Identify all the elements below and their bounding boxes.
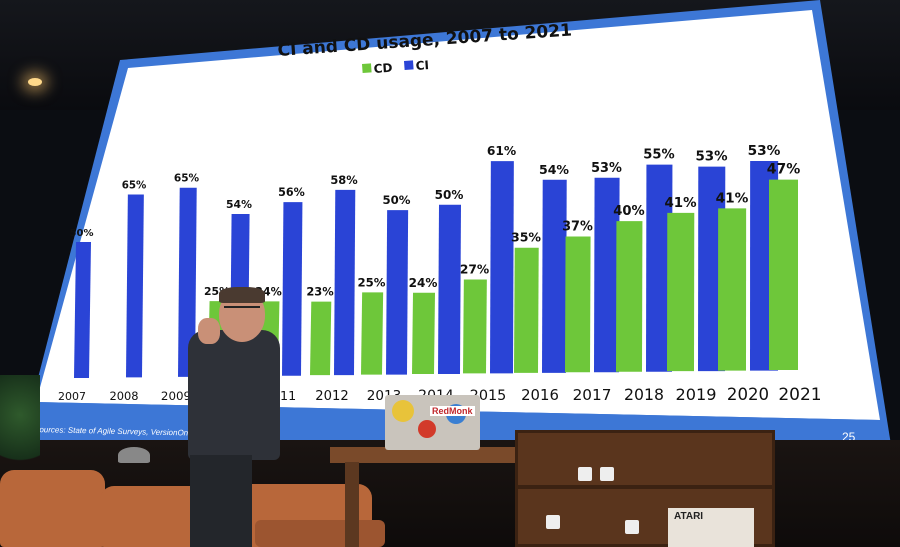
data-label-ci-2011: 56% — [278, 186, 305, 199]
mug — [625, 520, 639, 534]
bar-cd-2018 — [616, 221, 643, 372]
data-label-cd-2012: 23% — [306, 285, 334, 299]
data-label-cd-2021: 47% — [767, 162, 801, 178]
data-label-ci-2008: 65% — [122, 179, 147, 191]
data-label-cd-2018: 40% — [613, 204, 644, 219]
bar-ci-2018 — [646, 164, 673, 372]
speaker-glasses — [224, 306, 260, 314]
data-label-ci-2007: 50% — [70, 228, 94, 239]
laptop-sticker — [392, 400, 414, 422]
legend-swatch-ci — [404, 60, 414, 70]
desk-lamp — [118, 447, 150, 463]
bar-ci-2013 — [386, 210, 409, 375]
potted-plant — [0, 375, 40, 475]
x-tick-2019: 2019 — [675, 385, 716, 404]
x-tick-2021: 2021 — [778, 385, 821, 405]
data-label-ci-2010: 54% — [226, 198, 252, 211]
bar-ci-2016 — [542, 179, 567, 373]
data-label-cd-2016: 35% — [511, 230, 541, 245]
data-label-ci-2017: 53% — [591, 161, 622, 176]
desk-leg-left — [345, 462, 359, 547]
bar-ci-2015 — [490, 161, 514, 374]
chart-legend: CD CI — [361, 58, 429, 76]
data-label-ci-2013: 50% — [382, 193, 410, 207]
data-label-ci-2012: 58% — [330, 173, 358, 187]
data-label-ci-2015: 61% — [487, 144, 516, 158]
data-label-cd-2015: 27% — [460, 262, 489, 276]
data-label-ci-2020: 53% — [748, 143, 781, 159]
bar-cd-2019 — [667, 212, 695, 372]
x-tick-2018: 2018 — [624, 385, 664, 404]
data-label-ci-2018: 55% — [643, 148, 674, 163]
speaker-torso — [188, 330, 280, 460]
atari-logo-text: ATARI — [674, 511, 704, 522]
data-label-cd-2019: 41% — [664, 196, 696, 211]
ceiling-spotlight — [28, 78, 42, 86]
bar-cd-2015 — [463, 279, 487, 374]
bar-ci-2011 — [282, 202, 303, 376]
mug — [600, 467, 614, 481]
speaker-legs — [190, 455, 252, 547]
x-tick-2012: 2012 — [315, 389, 348, 404]
data-label-ci-2014: 50% — [435, 188, 464, 202]
bar-ci-2014 — [438, 204, 461, 374]
bar-ci-2007 — [74, 242, 91, 378]
laptop-sticker-redmonk: RedMonk — [430, 406, 475, 416]
data-label-cd-2020: 41% — [716, 190, 749, 206]
x-tick-2007: 2007 — [58, 390, 86, 403]
speaker-hair — [219, 287, 265, 303]
data-label-cd-2013: 25% — [357, 275, 385, 289]
bar-cd-2020 — [718, 208, 747, 371]
bar-cd-2021 — [769, 179, 798, 370]
x-tick-2020: 2020 — [727, 385, 769, 404]
speaker-hand — [198, 318, 220, 344]
legend-label-cd: CD — [373, 61, 393, 76]
bar-cd-2013 — [361, 292, 384, 375]
x-tick-2009: 2009 — [161, 389, 191, 403]
bar-ci-2008 — [126, 194, 144, 378]
data-label-cd-2014: 24% — [409, 276, 438, 290]
mug — [578, 467, 592, 481]
bar-cd-2014 — [412, 292, 435, 374]
bar-ci-2012 — [334, 189, 356, 376]
bar-cd-2017 — [565, 236, 591, 373]
legend-swatch-cd — [361, 63, 372, 73]
data-label-cd-2017: 37% — [562, 219, 593, 234]
bar-cd-2012 — [310, 301, 332, 376]
x-tick-2017: 2017 — [573, 386, 612, 404]
bar-ci-2009 — [178, 187, 197, 377]
data-label-ci-2019: 53% — [695, 150, 727, 165]
bar-ci-2017 — [594, 177, 620, 373]
sofa-left — [0, 470, 105, 547]
presenter-desk — [330, 447, 550, 463]
mug — [546, 515, 560, 529]
bar-cd-2016 — [514, 247, 539, 373]
laptop-sticker — [418, 420, 436, 438]
data-label-ci-2009: 65% — [174, 173, 200, 185]
x-tick-2008: 2008 — [109, 389, 138, 403]
x-tick-2016: 2016 — [521, 386, 559, 404]
shelf-board — [515, 485, 775, 489]
legend-label-ci: CI — [415, 58, 429, 73]
sofa-cushion — [255, 520, 385, 547]
atari-console-box — [668, 508, 754, 547]
data-label-ci-2016: 54% — [539, 162, 569, 177]
